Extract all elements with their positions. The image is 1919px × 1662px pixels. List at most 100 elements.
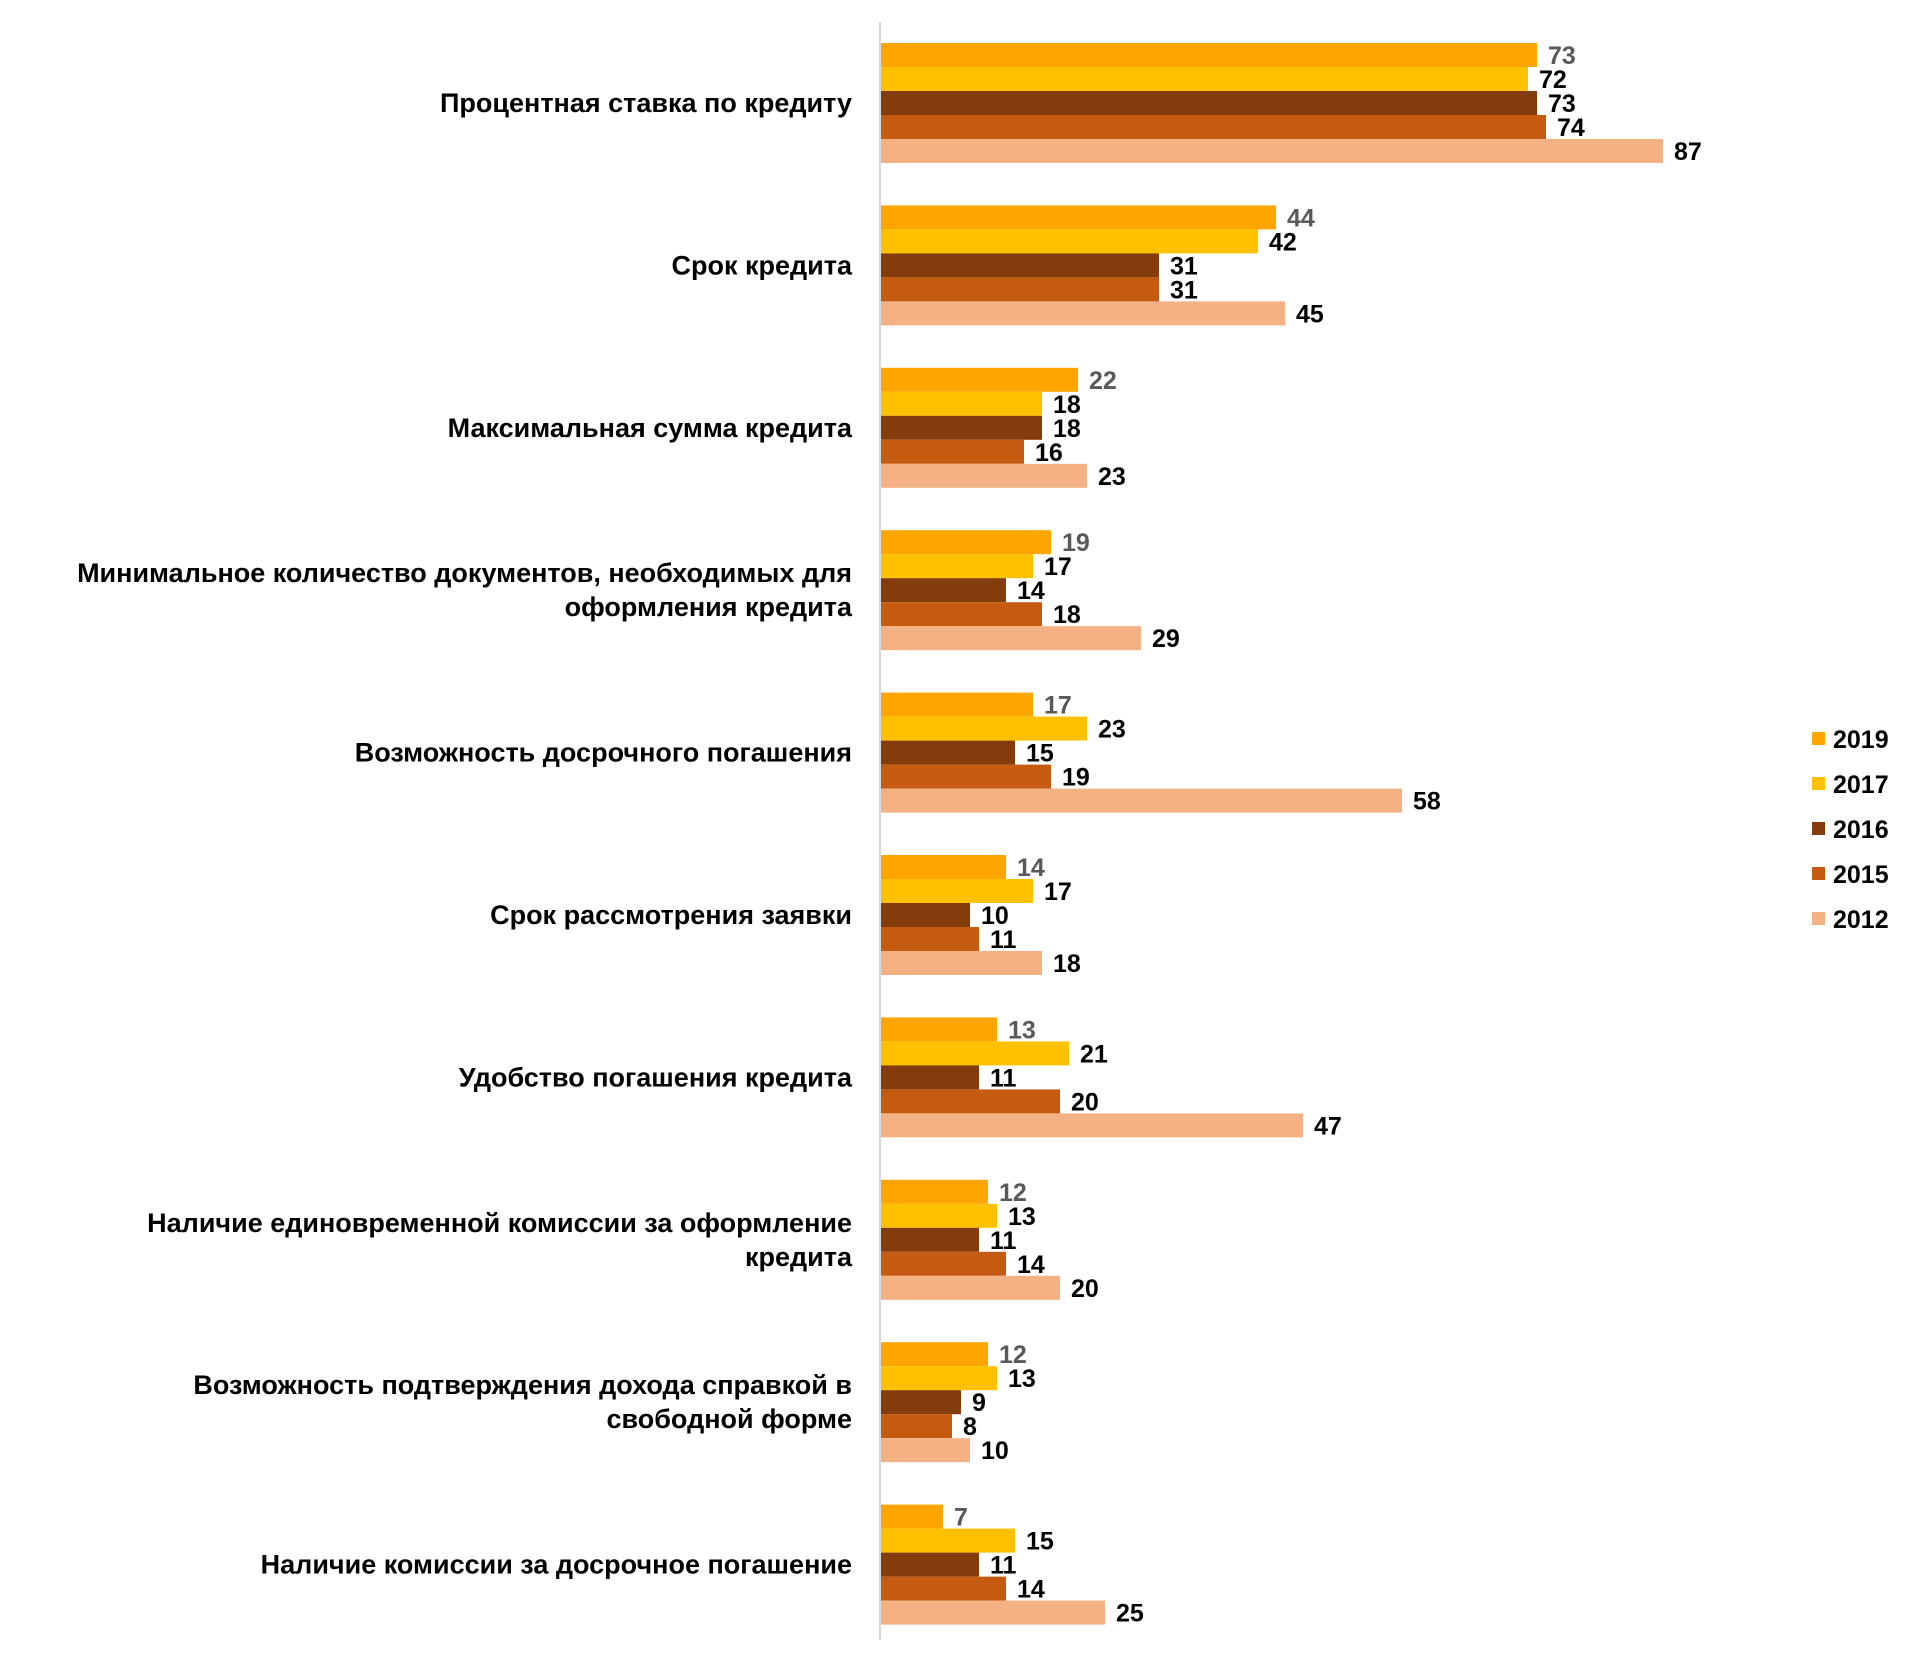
bar-2015-cat-5 (880, 927, 979, 951)
bar-2012-cat-8 (880, 1438, 970, 1463)
bar-2016-cat-4 (880, 740, 1015, 765)
data-label-2017-cat-1: 42 (1269, 228, 1297, 256)
bar-2017-cat-3 (880, 554, 1033, 579)
data-label-2019-cat-7: 12 (999, 1179, 1027, 1207)
bar-2017-cat-9 (880, 1528, 1015, 1553)
data-label-2019-cat-0: 73 (1548, 42, 1576, 70)
data-label-2012-cat-4: 58 (1413, 788, 1441, 816)
data-label-2017-cat-6: 21 (1080, 1040, 1108, 1068)
bar-2019-cat-0 (880, 43, 1537, 67)
legend-swatch-2012 (1812, 912, 1825, 925)
bar-2017-cat-5 (880, 879, 1033, 903)
data-label-2017-cat-4: 23 (1098, 716, 1126, 744)
bar-2019-cat-5 (880, 855, 1006, 879)
data-label-2016-cat-7: 11 (990, 1227, 1017, 1255)
bar-2015-cat-2 (880, 439, 1024, 464)
data-label-2012-cat-0: 87 (1674, 138, 1702, 166)
data-label-2016-cat-8: 9 (972, 1389, 986, 1417)
legend-swatch-2017 (1812, 777, 1825, 790)
bar-2012-cat-5 (880, 951, 1042, 975)
bar-2016-cat-5 (880, 903, 970, 927)
bar-2016-cat-9 (880, 1552, 979, 1577)
data-label-2019-cat-2: 22 (1089, 367, 1117, 395)
data-label-2015-cat-1: 31 (1170, 276, 1198, 304)
data-label-2016-cat-3: 14 (1017, 577, 1045, 605)
bar-2016-cat-0 (880, 91, 1537, 115)
data-label-2015-cat-5: 11 (990, 926, 1017, 954)
bar-2017-cat-2 (880, 391, 1042, 416)
bar-2017-cat-7 (880, 1203, 997, 1228)
bar-2015-cat-9 (880, 1576, 1006, 1601)
data-label-2015-cat-2: 16 (1035, 439, 1063, 467)
bar-2017-cat-4 (880, 716, 1087, 741)
bar-2015-cat-0 (880, 115, 1546, 139)
data-label-2012-cat-1: 45 (1296, 300, 1324, 328)
data-label-2016-cat-4: 15 (1026, 740, 1054, 768)
bar-2012-cat-7 (880, 1275, 1060, 1300)
category-label-1: Срок кредита (672, 250, 853, 280)
category-label-9: Наличие комиссии за досрочное погашение (261, 1550, 852, 1580)
legend: 2019 2017 2016 2015 2012 (1812, 726, 1889, 934)
data-label-2012-cat-2: 23 (1098, 463, 1126, 491)
data-label-2017-cat-2: 18 (1053, 391, 1081, 419)
data-label-2016-cat-0: 73 (1548, 90, 1576, 118)
data-label-2015-cat-9: 14 (1017, 1576, 1045, 1604)
category-label-2: Максимальная сумма кредита (448, 413, 853, 443)
bar-2015-cat-8 (880, 1414, 952, 1439)
category-label-4: Возможность досрочного погашения (355, 738, 852, 768)
bar-2012-cat-6 (880, 1113, 1303, 1138)
legend-label-2019: 2019 (1833, 726, 1889, 754)
bar-2019-cat-3 (880, 530, 1051, 555)
data-label-2016-cat-5: 10 (981, 902, 1009, 930)
data-label-2019-cat-9: 7 (954, 1504, 968, 1532)
bar-2017-cat-8 (880, 1366, 997, 1391)
bar-2016-cat-6 (880, 1065, 979, 1090)
bar-2015-cat-4 (880, 764, 1051, 789)
data-label-2015-cat-3: 18 (1053, 601, 1081, 629)
data-label-2017-cat-5: 17 (1044, 878, 1072, 906)
bar-2017-cat-1 (880, 229, 1258, 254)
category-label-3: Минимальное количество документов, необх… (77, 558, 853, 622)
data-label-2017-cat-8: 13 (1008, 1365, 1036, 1393)
data-label-2017-cat-7: 13 (1008, 1203, 1036, 1231)
bars-layer: 7372737487444231314522181816231917141829… (880, 42, 1702, 1628)
legend-swatch-2015 (1812, 867, 1825, 880)
data-label-2015-cat-4: 19 (1062, 764, 1090, 792)
legend-label-2012: 2012 (1833, 906, 1889, 934)
bar-2019-cat-9 (880, 1504, 943, 1529)
bar-2012-cat-4 (880, 788, 1402, 813)
bar-2015-cat-3 (880, 602, 1042, 627)
data-label-2019-cat-3: 19 (1062, 529, 1090, 557)
legend-label-2016: 2016 (1833, 816, 1889, 844)
data-label-2016-cat-6: 11 (990, 1064, 1017, 1092)
data-label-2015-cat-8: 8 (963, 1413, 977, 1441)
data-label-2017-cat-9: 15 (1026, 1528, 1054, 1556)
data-label-2012-cat-3: 29 (1152, 625, 1180, 653)
bar-2019-cat-1 (880, 205, 1276, 230)
bar-2019-cat-2 (880, 367, 1078, 392)
bar-2019-cat-7 (880, 1179, 988, 1204)
bar-2019-cat-6 (880, 1017, 997, 1042)
data-label-2019-cat-8: 12 (999, 1341, 1027, 1369)
data-label-2019-cat-1: 44 (1287, 204, 1315, 232)
bar-2012-cat-2 (880, 463, 1087, 488)
data-label-2012-cat-6: 47 (1314, 1112, 1342, 1140)
category-label-8: Возможность подтверждения дохода справко… (193, 1370, 852, 1434)
data-label-2012-cat-5: 18 (1053, 950, 1081, 978)
legend-label-2017: 2017 (1833, 771, 1889, 799)
data-label-2017-cat-0: 72 (1539, 66, 1567, 94)
legend-label-2015: 2015 (1833, 861, 1889, 889)
bar-2016-cat-8 (880, 1390, 961, 1415)
bar-2012-cat-9 (880, 1600, 1105, 1625)
data-label-2016-cat-1: 31 (1170, 252, 1198, 280)
data-label-2012-cat-8: 10 (981, 1437, 1009, 1465)
bar-2019-cat-8 (880, 1342, 988, 1367)
bar-2019-cat-4 (880, 692, 1033, 717)
bar-2016-cat-7 (880, 1227, 979, 1252)
bar-2012-cat-0 (880, 139, 1663, 163)
category-label-7: Наличие единовременной комиссии за оформ… (147, 1208, 853, 1272)
legend-swatch-2019 (1812, 732, 1825, 745)
data-label-2019-cat-6: 13 (1008, 1016, 1036, 1044)
data-label-2015-cat-6: 20 (1071, 1088, 1099, 1116)
